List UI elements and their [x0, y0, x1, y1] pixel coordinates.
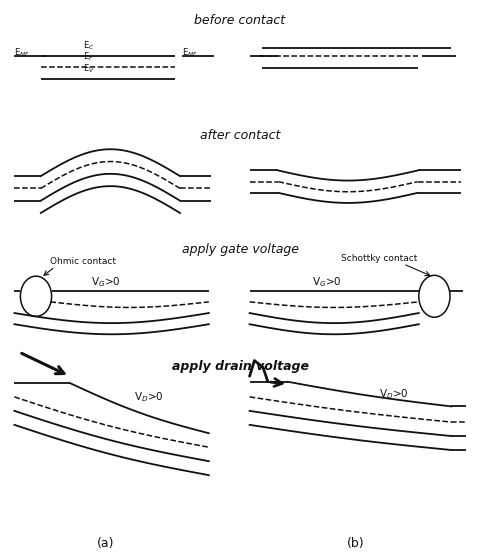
Text: E$_{MF}$: E$_{MF}$ — [14, 46, 30, 59]
Text: E$_{MF}$: E$_{MF}$ — [182, 46, 198, 59]
Text: Ohmic contact: Ohmic contact — [50, 257, 117, 266]
Text: before contact: before contact — [194, 14, 286, 27]
Text: Schottky contact: Schottky contact — [341, 254, 418, 263]
Text: E$_F$: E$_F$ — [84, 51, 94, 63]
Text: apply gate voltage: apply gate voltage — [181, 243, 299, 257]
Text: V$_D$>0: V$_D$>0 — [134, 390, 164, 404]
Text: V$_G$>0: V$_G$>0 — [312, 276, 341, 289]
Text: V$_G$>0: V$_G$>0 — [91, 276, 120, 289]
Text: after contact: after contact — [200, 129, 280, 143]
Text: E$_C$: E$_C$ — [83, 40, 95, 52]
Text: apply drain voltage: apply drain voltage — [171, 359, 309, 373]
Text: V$_D$>0: V$_D$>0 — [379, 387, 408, 401]
Text: (a): (a) — [97, 537, 114, 550]
Text: E$_V$: E$_V$ — [83, 63, 95, 75]
Text: (b): (b) — [347, 537, 364, 550]
